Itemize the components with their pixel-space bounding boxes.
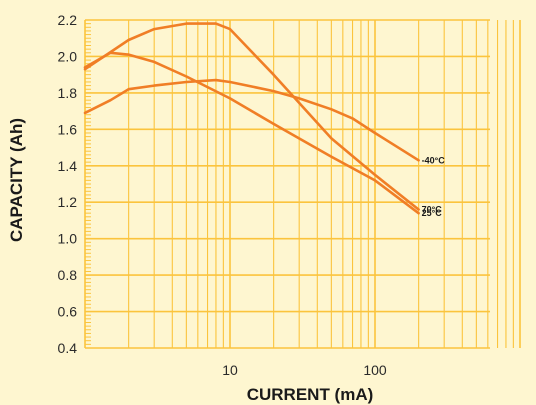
y-tick-label: 1.8 bbox=[58, 85, 78, 101]
series-end-label: 70°C bbox=[422, 205, 443, 215]
grid-lines bbox=[84, 19, 521, 349]
y-tick-label: 0.6 bbox=[58, 304, 78, 320]
x-axis-title: CURRENT (mA) bbox=[247, 385, 374, 404]
x-tick-label: 100 bbox=[363, 362, 387, 378]
y-axis-title: CAPACITY (Ah) bbox=[7, 118, 26, 242]
y-tick-label: 1.2 bbox=[58, 194, 78, 210]
y-tick-label: 2.0 bbox=[58, 48, 78, 64]
series-line bbox=[83, 22, 420, 211]
series-end-label: 25°C bbox=[422, 208, 443, 218]
series-line bbox=[83, 78, 420, 162]
series-lines bbox=[83, 22, 420, 215]
y-tick-label: 1.0 bbox=[58, 231, 78, 247]
series-end-label: -40°C bbox=[422, 155, 446, 165]
y-tick-label: 0.8 bbox=[58, 267, 78, 283]
y-tick-label: 2.2 bbox=[58, 12, 78, 28]
series-line bbox=[83, 51, 420, 215]
y-tick-label: 0.4 bbox=[58, 340, 78, 356]
y-tick-label: 1.4 bbox=[58, 158, 78, 174]
tick-labels: 0.4 0.6 0.8 1.0 1.2 1.4 1.6 1.8 2.0 2.2 10 100 bbox=[58, 12, 387, 378]
y-tick-label: 1.6 bbox=[58, 121, 78, 137]
series-end-labels: 70°C25°C -40°C bbox=[422, 155, 446, 218]
x-tick-label: 10 bbox=[222, 362, 238, 378]
